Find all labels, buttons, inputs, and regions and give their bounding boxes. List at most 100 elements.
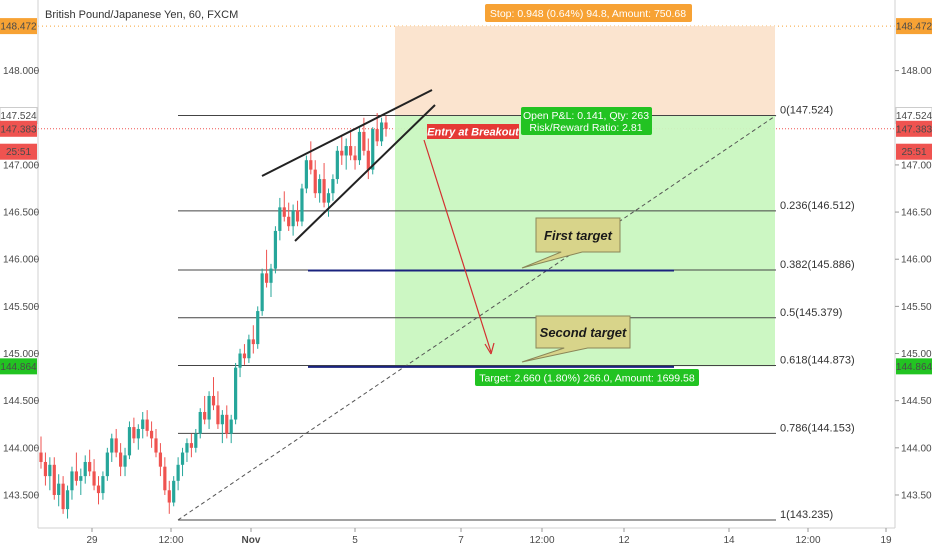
x-tick-label: Nov xyxy=(242,535,261,546)
y-tick-label-right: 143.500 xyxy=(901,490,932,501)
y-tick-label-left: 148.000 xyxy=(3,66,40,77)
candle-body xyxy=(291,210,295,227)
candle-body xyxy=(123,455,127,467)
candle-body xyxy=(251,339,255,345)
pnl-box xyxy=(521,107,652,135)
candle-body xyxy=(256,311,260,345)
y-tick-label-left: 145.000 xyxy=(3,349,40,360)
left-price-tag-box xyxy=(0,358,37,375)
x-tick-label: 5 xyxy=(352,535,358,546)
y-tick-label-right: 144.000 xyxy=(901,443,932,454)
candle-body xyxy=(141,419,145,429)
candle-body xyxy=(349,146,353,156)
candle-body xyxy=(203,411,207,420)
left-price-tag-label: 147.383 xyxy=(0,124,37,135)
wedge-upper-line xyxy=(261,89,433,177)
left-price-tag-label: 144.864 xyxy=(0,362,37,373)
left-price-tag-box xyxy=(0,18,37,35)
candle-body xyxy=(185,443,189,453)
candle-body xyxy=(167,490,171,503)
candle-body xyxy=(295,210,300,222)
candle-body xyxy=(309,160,313,170)
y-tick-label-right: 144.500 xyxy=(901,396,932,407)
fib-level-label: 0.5(145.379) xyxy=(780,307,842,319)
candle-body xyxy=(136,428,140,439)
candle-body xyxy=(119,452,123,467)
y-tick-label-left: 143.500 xyxy=(3,490,40,501)
x-tick-label: 12:00 xyxy=(158,535,183,546)
candle-body xyxy=(79,476,83,481)
candle-body xyxy=(287,216,291,227)
candle-body xyxy=(260,273,264,312)
right-price-tag-box xyxy=(896,143,932,160)
right-price-tag-box xyxy=(896,358,932,375)
position-zones xyxy=(395,26,775,367)
candle-body xyxy=(114,438,118,453)
first-target-callout-shape xyxy=(521,217,621,269)
fib-trend-line[interactable] xyxy=(177,115,777,521)
candle-body xyxy=(335,150,339,180)
risk-reward-label: Risk/Reward Ratio: 2.81 xyxy=(529,122,642,134)
y-tick-label-right: 147.000 xyxy=(901,160,932,171)
candle-body xyxy=(74,471,78,481)
candle-body xyxy=(384,122,388,129)
candle-body xyxy=(194,433,198,448)
x-tick-label: 29 xyxy=(86,535,98,546)
y-tick-label-left: 147.000 xyxy=(3,160,40,171)
right-price-tag-label: 148.472 xyxy=(896,22,932,33)
right-price-tag-label: 147.524 xyxy=(896,111,932,122)
candle-body xyxy=(145,419,149,431)
candle-body xyxy=(220,414,224,425)
candle-body xyxy=(269,268,273,283)
right-price-tag-box xyxy=(896,18,932,35)
right-price-tag-label: 25:51 xyxy=(901,147,926,158)
candle-body xyxy=(331,179,335,194)
candle-body xyxy=(313,169,317,194)
candle-body xyxy=(65,490,70,510)
drawings: First target Second target Entry at Breako… xyxy=(261,4,699,386)
candlestick-series xyxy=(39,113,388,519)
candle-body xyxy=(96,485,101,494)
stop-zone xyxy=(395,26,775,116)
candle-body xyxy=(304,160,308,189)
candle-body xyxy=(127,427,132,456)
candle-body xyxy=(273,230,278,269)
fib-level-label: 0.786(144.153) xyxy=(780,422,855,434)
fib-level-label: 0.618(144.873) xyxy=(780,355,855,367)
candle-body xyxy=(88,461,92,472)
fib-level-label: 0.382(145.886) xyxy=(780,259,855,271)
candle-body xyxy=(48,464,52,477)
candle-body xyxy=(189,443,193,448)
pnl-label: Open P&L: 0.141, Qty: 263 xyxy=(523,110,649,122)
y-tick-label-right: 146.500 xyxy=(901,208,932,219)
x-tick-label: 14 xyxy=(723,535,735,546)
candle-body xyxy=(180,452,185,465)
candle-body xyxy=(264,273,269,283)
candle-body xyxy=(225,414,229,434)
candle-body xyxy=(344,146,348,156)
stop-label: Stop: 0.948 (0.64%) 94.8, Amount: 750.68 xyxy=(490,8,686,20)
fib-level-label: 0(147.524) xyxy=(780,105,833,117)
entry-label: Entry at Breakout xyxy=(427,127,520,139)
y-tick-label-left: 144.000 xyxy=(3,443,40,454)
candle-body xyxy=(278,207,282,231)
y-tick-label-right: 148.000 xyxy=(901,66,932,77)
candle-body xyxy=(158,452,163,467)
candle-body xyxy=(229,419,233,434)
candle-body xyxy=(57,483,61,495)
x-tick-label: 7 xyxy=(458,535,464,546)
left-price-tag-box xyxy=(0,143,37,160)
first-target-callout: First target xyxy=(521,217,621,269)
x-tick-label: 12:00 xyxy=(529,535,554,546)
wedge-lower-line xyxy=(294,104,436,242)
candle-body xyxy=(83,461,87,477)
candle-body xyxy=(211,395,216,406)
candle-body xyxy=(371,129,375,170)
candle-body xyxy=(326,193,331,203)
fib-level-label: 1(143.235) xyxy=(780,509,833,521)
candle-body xyxy=(282,207,286,217)
candle-body xyxy=(340,150,344,156)
x-tick-label: 19 xyxy=(880,535,892,546)
